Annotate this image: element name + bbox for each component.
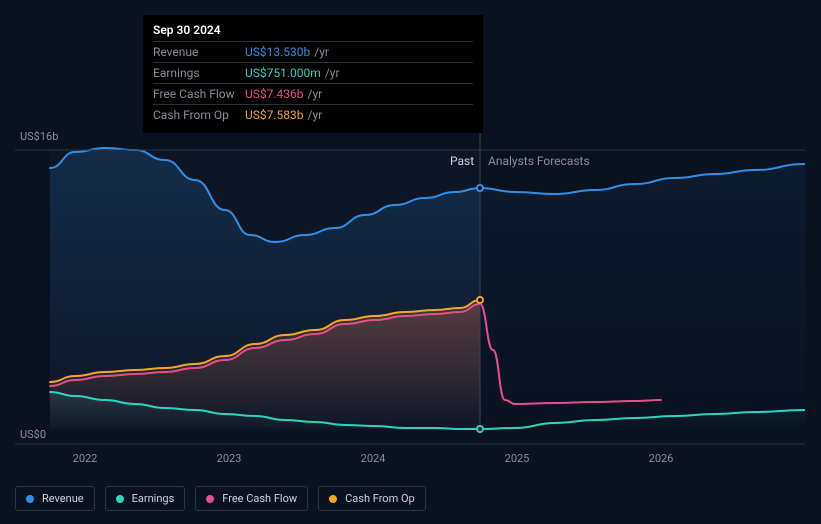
tooltip-row: Free Cash FlowUS$7.436b/yr [153,83,473,104]
tooltip-metric-unit: /yr [308,108,323,122]
legend-item-revenue[interactable]: Revenue [15,486,95,511]
chart-legend: Revenue Earnings Free Cash Flow Cash From O… [15,486,426,511]
legend-label: Revenue [42,492,84,505]
legend-dot-icon [206,495,214,503]
series-marker-revenue [476,184,484,192]
series-marker-earnings [476,425,484,433]
legend-label: Free Cash Flow [222,492,297,505]
tooltip-metric-value: US$13.530b [245,45,310,59]
past-section-label: Past [450,154,474,168]
y-axis-label: US$0 [20,428,46,441]
chart-plot-area [15,120,805,450]
legend-label: Cash From Op [345,492,415,505]
legend-item-earnings[interactable]: Earnings [105,486,186,511]
x-axis-label: 2023 [217,452,242,465]
tooltip-metric-unit: /yr [325,66,340,80]
legend-dot-icon [26,495,34,503]
tooltip-metric-label: Cash From Op [153,108,245,122]
legend-label: Earnings [132,492,175,505]
x-axis-label: 2026 [649,452,674,465]
legend-dot-icon [116,495,124,503]
x-axis-label: 2025 [505,452,530,465]
legend-dot-icon [329,495,337,503]
tooltip-metric-label: Earnings [153,66,245,80]
tooltip-date: Sep 30 2024 [153,23,473,41]
legend-item-free-cash-flow[interactable]: Free Cash Flow [195,486,308,511]
tooltip-metric-value: US$751.000m [245,66,321,80]
tooltip-metric-value: US$7.583b [245,108,304,122]
tooltip-metric-unit: /yr [314,45,329,59]
legend-item-cash-from-op[interactable]: Cash From Op [318,486,426,511]
series-marker-cash_from_op [476,296,484,304]
chart-tooltip: Sep 30 2024 RevenueUS$13.530b/yrEarnings… [143,15,483,133]
x-axis-label: 2022 [73,452,98,465]
financials-chart[interactable]: US$16bUS$020222023202420252026PastAnalys… [15,120,805,450]
tooltip-metric-label: Free Cash Flow [153,87,245,101]
tooltip-metric-value: US$7.436b [245,87,304,101]
tooltip-row: EarningsUS$751.000m/yr [153,62,473,83]
tooltip-metric-label: Revenue [153,45,245,59]
x-axis-label: 2024 [361,452,386,465]
tooltip-row: Cash From OpUS$7.583b/yr [153,104,473,125]
tooltip-metric-unit: /yr [308,87,323,101]
tooltip-row: RevenueUS$13.530b/yr [153,41,473,62]
y-axis-label: US$16b [20,130,58,143]
forecast-section-label: Analysts Forecasts [488,154,590,168]
